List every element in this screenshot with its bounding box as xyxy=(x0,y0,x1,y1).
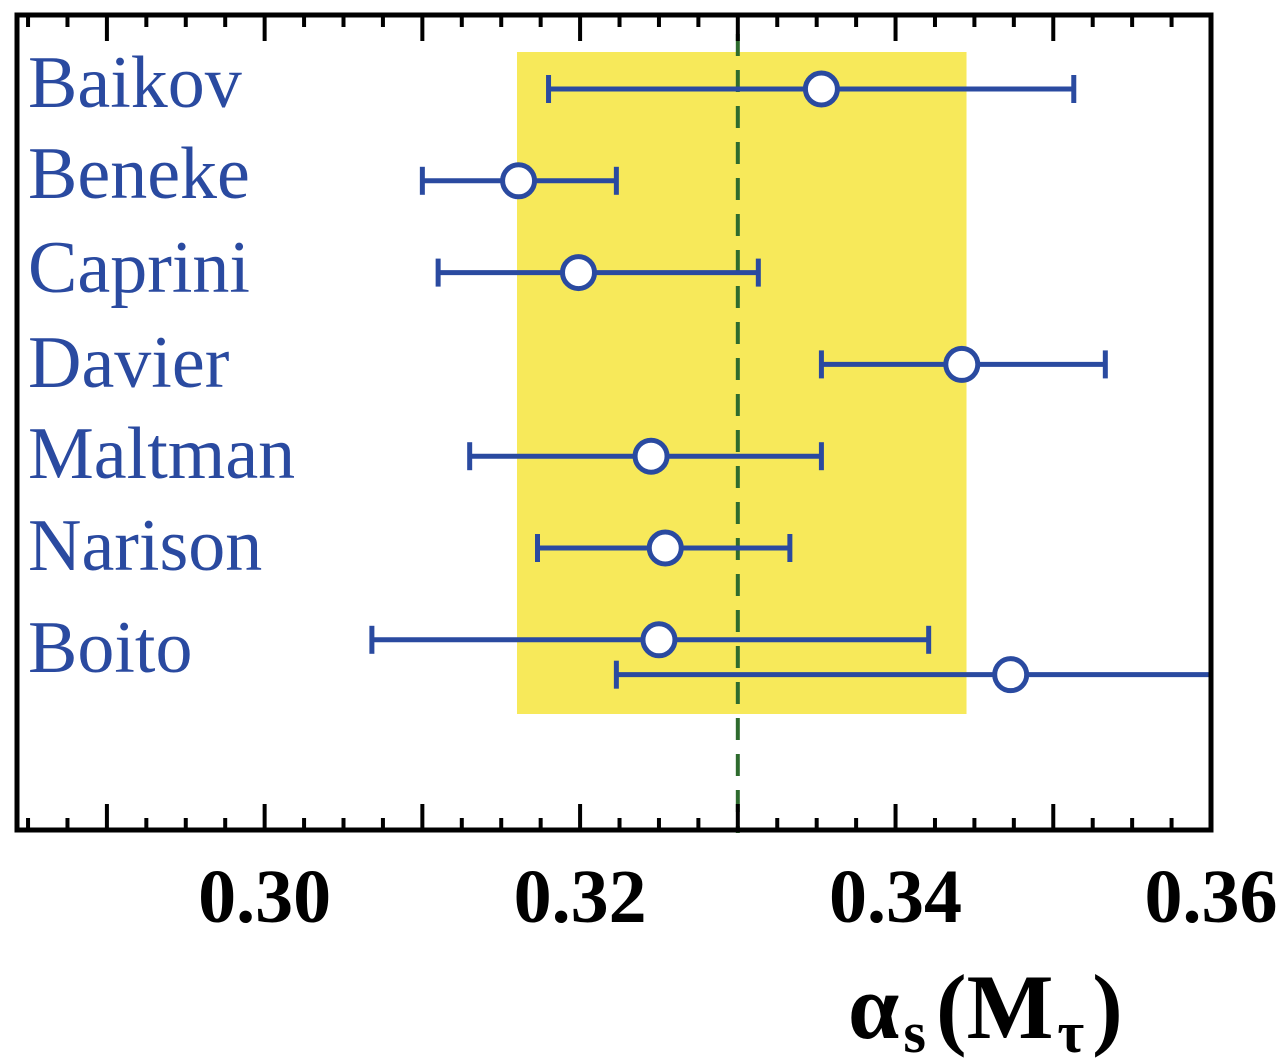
plot-frame xyxy=(14,12,1214,833)
row-label-narison: Narison xyxy=(28,505,262,587)
data-point-4 xyxy=(467,437,824,475)
row-label-caprini: Caprini xyxy=(28,227,250,309)
data-point-3 xyxy=(818,345,1108,383)
row-label-beneke: Beneke xyxy=(28,133,250,215)
x-tick-label-0.32: 0.32 xyxy=(514,855,647,939)
row-label-boito: Boito xyxy=(28,607,192,689)
marker-7 xyxy=(992,656,1030,694)
axis-ticks xyxy=(26,15,1174,830)
marker-4 xyxy=(632,437,670,475)
marker-0 xyxy=(802,70,840,108)
data-point-7 xyxy=(613,656,1211,694)
x-axis-title-alpha: α xyxy=(848,956,899,1058)
row-labels: Baikov Beneke Caprini Davier Maltman Nar… xyxy=(28,42,295,689)
x-tick-label-0.36: 0.36 xyxy=(1145,855,1278,939)
row-label-maltman: Maltman xyxy=(28,413,295,495)
average-band xyxy=(516,52,967,714)
data-point-6 xyxy=(369,621,932,659)
data-point-1 xyxy=(419,162,619,200)
x-axis-title-sub-s: s xyxy=(903,1000,926,1060)
x-axis-title-open: (M xyxy=(936,956,1053,1058)
data-point-2 xyxy=(435,254,761,292)
row-label-davier: Davier xyxy=(28,322,229,404)
data-point-5 xyxy=(535,529,793,567)
x-tick-labels: 0.30 0.32 0.34 0.36 xyxy=(198,855,1277,939)
row-label-baikov: Baikov xyxy=(28,42,242,124)
x-tick-label-0.30: 0.30 xyxy=(198,855,331,939)
marker-2 xyxy=(560,254,598,292)
marker-5 xyxy=(646,529,684,567)
marker-1 xyxy=(500,162,538,200)
marker-3 xyxy=(943,345,981,383)
x-axis-title: α s (M τ ) xyxy=(848,956,1123,1060)
x-axis-title-close: ) xyxy=(1092,956,1123,1058)
marker-6 xyxy=(640,621,678,659)
data-points xyxy=(369,70,1211,694)
data-point-0 xyxy=(546,70,1077,108)
x-axis-title-sub-tau: τ xyxy=(1057,1000,1084,1060)
x-tick-label-0.34: 0.34 xyxy=(829,855,962,939)
